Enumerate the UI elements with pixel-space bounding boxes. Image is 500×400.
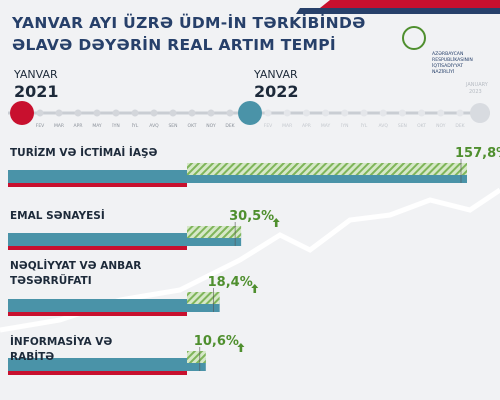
up-arrow xyxy=(272,218,280,227)
bar-baseline xyxy=(8,246,187,250)
bar xyxy=(187,226,242,238)
month-label: SEN xyxy=(168,123,177,129)
month-dot xyxy=(55,109,63,117)
month-dot xyxy=(74,109,82,117)
month-dot xyxy=(379,109,387,117)
month-dot xyxy=(226,109,234,117)
month-dot xyxy=(360,109,368,117)
bar-base xyxy=(8,233,242,246)
month-dot xyxy=(264,109,272,117)
month-label: İYN xyxy=(341,122,348,129)
month-dot xyxy=(437,109,445,117)
month-dot xyxy=(207,109,215,117)
month-label: İYL xyxy=(361,122,368,129)
month-label: MAY xyxy=(321,123,331,129)
timeline-year: 2022 xyxy=(254,82,299,101)
timeline-year: 2023 xyxy=(469,89,482,95)
month-dot xyxy=(169,109,177,117)
up-arrow xyxy=(251,284,259,293)
month-dot xyxy=(131,109,139,117)
month-dot xyxy=(150,109,158,117)
timeline-start xyxy=(10,101,34,125)
title: ƏLAVƏ DƏYƏRİN REAL ARTIM TEMPİ xyxy=(12,36,336,54)
ministry-line: RESPUBLİKASININ xyxy=(432,58,473,63)
month-label: MAR xyxy=(54,123,64,129)
timeline-mid xyxy=(238,101,262,125)
category-label: İNFORMASİYA VƏ RABİTƏ xyxy=(10,336,113,363)
month-label: MAY xyxy=(92,123,102,129)
logo xyxy=(402,26,426,50)
category-label: EMAL SƏNAYESİ xyxy=(10,210,105,222)
header-stripe xyxy=(320,0,500,8)
month-dot xyxy=(302,109,310,117)
ministry-line: NAZİRLİYİ xyxy=(432,70,455,75)
month-dot xyxy=(341,109,349,117)
month-label: DEK xyxy=(225,123,235,129)
value-label: 18,4% xyxy=(208,275,253,290)
value-label: 10,6% xyxy=(194,334,239,349)
month-label: NOY xyxy=(436,123,446,129)
month-label: NOY xyxy=(206,123,216,129)
up-arrow xyxy=(237,343,245,352)
month-label: OKT xyxy=(188,123,197,129)
month-label: OKT xyxy=(417,123,426,129)
month-label: FEV xyxy=(264,123,273,129)
ministry-line: AZƏRBAYCAN xyxy=(432,52,464,57)
category-label: NƏQLİYYAT VƏ ANBAR TƏSƏRRÜFATI xyxy=(10,260,142,287)
ministry-line: İQTİSADİYYAT xyxy=(432,64,464,69)
value-label: 157,8% xyxy=(455,146,500,161)
month-label: FEV xyxy=(36,123,45,129)
timeline-end xyxy=(470,103,490,123)
timeline-label: YANVAR xyxy=(13,68,58,81)
month-label: SEN xyxy=(398,123,407,129)
bar xyxy=(187,292,220,304)
month-label: İYN xyxy=(112,122,119,129)
month-dot xyxy=(322,109,330,117)
timeline-label: JANUARY xyxy=(465,82,489,88)
month-dot xyxy=(398,109,406,117)
bar-base xyxy=(8,299,220,312)
month-dot xyxy=(283,109,291,117)
month-label: DEK xyxy=(455,123,465,129)
month-label: APR xyxy=(74,123,83,129)
month-dot xyxy=(456,109,464,117)
timeline-year: 2021 xyxy=(14,82,59,101)
month-label: AVQ xyxy=(378,123,388,129)
month-dot xyxy=(36,109,44,117)
month-label: İYL xyxy=(132,122,139,129)
title: YANVAR AYI ÜZRƏ ÜDM-İN TƏRKİBİNDƏ xyxy=(12,14,366,32)
header-stripe xyxy=(296,8,500,14)
bar-baseline xyxy=(8,371,187,375)
month-label: MAR xyxy=(282,123,292,129)
bar xyxy=(187,163,467,175)
month-label: AVQ xyxy=(149,123,159,129)
month-dot xyxy=(93,109,101,117)
value-label: 30,5% xyxy=(229,209,274,224)
bar-baseline xyxy=(8,183,187,187)
month-dot xyxy=(188,109,196,117)
month-dot xyxy=(112,109,120,117)
timeline-label: YANVAR xyxy=(253,68,298,81)
category-label: TURİZM VƏ İCTİMAİ İAŞƏ xyxy=(10,147,158,159)
month-dot xyxy=(418,109,426,117)
month-label: APR xyxy=(302,123,311,129)
bar-baseline xyxy=(8,312,187,316)
bar xyxy=(187,351,206,363)
bar-base xyxy=(8,358,206,371)
